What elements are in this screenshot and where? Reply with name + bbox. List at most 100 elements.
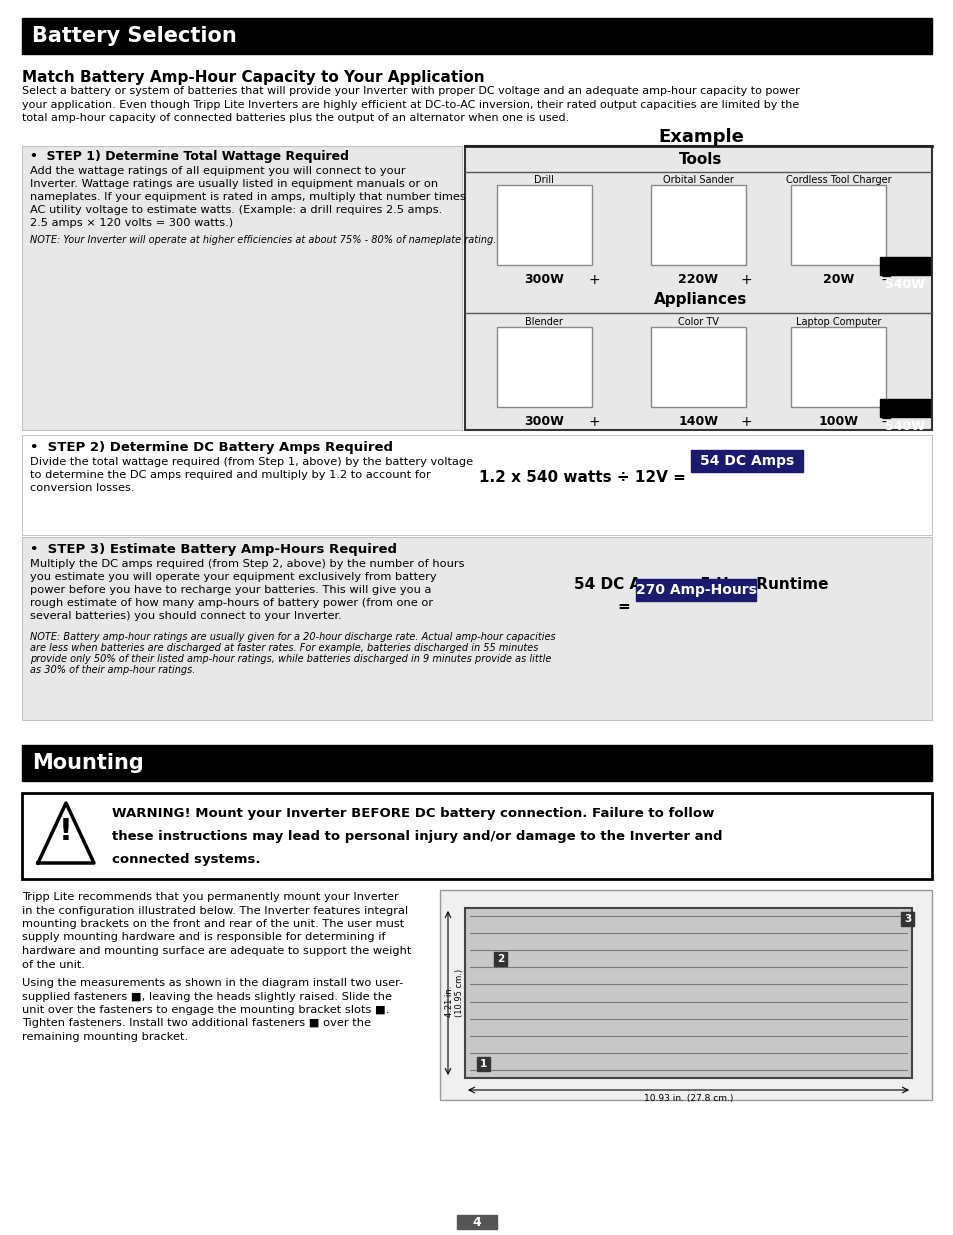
Text: 54 DC Amps × 5 Hrs. Runtime: 54 DC Amps × 5 Hrs. Runtime <box>573 577 827 592</box>
Text: connected systems.: connected systems. <box>112 853 260 866</box>
Text: hardware and mounting surface are adequate to support the weight: hardware and mounting surface are adequa… <box>22 946 411 956</box>
Text: supply mounting hardware and is responsible for determining if: supply mounting hardware and is responsi… <box>22 932 385 942</box>
Text: Tools: Tools <box>679 152 722 167</box>
Bar <box>900 911 913 926</box>
Text: NOTE: Your Inverter will operate at higher efficiencies at about 75% - 80% of na: NOTE: Your Inverter will operate at high… <box>30 235 496 245</box>
Polygon shape <box>38 803 94 863</box>
Text: 10.93 in. (27.8 cm.): 10.93 in. (27.8 cm.) <box>643 1094 733 1103</box>
Text: total amp-hour capacity of connected batteries plus the output of an alternator : total amp-hour capacity of connected bat… <box>22 112 569 124</box>
Text: Laptop Computer: Laptop Computer <box>795 317 881 327</box>
Bar <box>690 450 802 472</box>
Text: 1.2 x 540 watts ÷ 12V =: 1.2 x 540 watts ÷ 12V = <box>478 471 690 485</box>
Text: Appliances: Appliances <box>654 291 747 308</box>
Text: Example: Example <box>658 128 743 146</box>
Bar <box>439 890 931 1100</box>
Text: to determine the DC amps required and multiply by 1.2 to account for: to determine the DC amps required and mu… <box>30 471 431 480</box>
Text: Color TV: Color TV <box>678 317 719 327</box>
Text: Tripp Lite recommends that you permanently mount your Inverter: Tripp Lite recommends that you permanent… <box>22 892 398 902</box>
Bar <box>464 908 911 1078</box>
Text: Tighten fasteners. Install two additional fasteners ■ over the: Tighten fasteners. Install two additiona… <box>22 1019 371 1029</box>
Text: of the unit.: of the unit. <box>22 960 85 969</box>
Text: remaining mounting bracket.: remaining mounting bracket. <box>22 1032 188 1042</box>
Bar <box>494 952 506 966</box>
Text: 2.5 amps × 120 volts = 300 watts.): 2.5 amps × 120 volts = 300 watts.) <box>30 219 233 228</box>
Text: 300W: 300W <box>524 415 564 429</box>
Text: 300W: 300W <box>524 273 564 287</box>
Text: 20W: 20W <box>822 273 853 287</box>
Text: Cordless Tool Charger: Cordless Tool Charger <box>785 175 890 185</box>
Bar <box>497 327 591 408</box>
Text: mounting brackets on the front and rear of the unit. The user must: mounting brackets on the front and rear … <box>22 919 404 929</box>
Text: !: ! <box>59 816 72 846</box>
Text: 270 Amp-Hours: 270 Amp-Hours <box>635 583 756 597</box>
Text: unit over the fasteners to engage the mounting bracket slots ■.: unit over the fasteners to engage the mo… <box>22 1005 389 1015</box>
Text: NOTE: Battery amp-hour ratings are usually given for a 20-hour discharge rate. A: NOTE: Battery amp-hour ratings are usual… <box>30 632 555 642</box>
Text: provide only 50% of their listed amp-hour ratings, while batteries discharged in: provide only 50% of their listed amp-hou… <box>30 655 551 664</box>
Bar <box>22 793 931 879</box>
Bar <box>22 19 931 54</box>
Text: Blender: Blender <box>525 317 562 327</box>
Text: Using the measurements as shown in the diagram install two user-: Using the measurements as shown in the d… <box>22 978 403 988</box>
Bar <box>790 185 885 266</box>
Bar <box>497 185 591 266</box>
Text: 3: 3 <box>902 914 910 924</box>
Text: these instructions may lead to personal injury and/or damage to the Inverter and: these instructions may lead to personal … <box>112 830 721 844</box>
Text: Divide the total wattage required (from Step 1, above) by the battery voltage: Divide the total wattage required (from … <box>30 457 473 467</box>
Bar <box>879 399 929 417</box>
Text: you estimate you will operate your equipment exclusively from battery: you estimate you will operate your equip… <box>30 572 436 582</box>
Text: WARNING! Mount your Inverter BEFORE DC battery connection. Failure to follow: WARNING! Mount your Inverter BEFORE DC b… <box>112 806 714 820</box>
Text: 100W: 100W <box>818 415 858 429</box>
Text: as 30% of their amp-hour ratings.: as 30% of their amp-hour ratings. <box>30 664 195 676</box>
Text: Drill: Drill <box>534 175 554 185</box>
Text: your application. Even though Tripp Lite Inverters are highly efficient at DC-to: your application. Even though Tripp Lite… <box>22 100 799 110</box>
Text: several batteries) you should connect to your Inverter.: several batteries) you should connect to… <box>30 611 341 621</box>
Text: power before you have to recharge your batteries. This will give you a: power before you have to recharge your b… <box>30 585 431 595</box>
Text: 2: 2 <box>497 953 503 965</box>
Text: 540W: 540W <box>884 420 924 432</box>
Text: 4.21 in.
(10.95 cm.): 4.21 in. (10.95 cm.) <box>444 969 464 1018</box>
Bar <box>790 327 885 408</box>
Text: rough estimate of how many amp-hours of battery power (from one or: rough estimate of how many amp-hours of … <box>30 598 433 608</box>
Text: Select a battery or system of batteries that will provide your Inverter with pro: Select a battery or system of batteries … <box>22 86 799 96</box>
Text: Match Battery Amp-Hour Capacity to Your Application: Match Battery Amp-Hour Capacity to Your … <box>22 70 484 85</box>
Text: nameplates. If your equipment is rated in amps, multiply that number times: nameplates. If your equipment is rated i… <box>30 191 465 203</box>
Text: Multiply the DC amps required (from Step 2, above) by the number of hours: Multiply the DC amps required (from Step… <box>30 559 464 569</box>
Text: •  STEP 3) Estimate Battery Amp-Hours Required: • STEP 3) Estimate Battery Amp-Hours Req… <box>30 543 396 556</box>
Text: Orbital Sander: Orbital Sander <box>662 175 733 185</box>
Bar <box>650 327 745 408</box>
Bar <box>456 1215 497 1229</box>
Text: 4: 4 <box>472 1215 481 1229</box>
Text: 220W: 220W <box>678 273 718 287</box>
Text: are less when batteries are discharged at faster rates. For example, batteries d: are less when batteries are discharged a… <box>30 643 537 653</box>
Bar <box>464 146 931 430</box>
Text: in the configuration illustrated below. The Inverter features integral: in the configuration illustrated below. … <box>22 905 408 915</box>
Bar <box>636 579 755 601</box>
Bar <box>476 1057 490 1071</box>
Text: =: = <box>880 415 891 429</box>
Bar <box>22 435 931 535</box>
Text: +: + <box>588 415 599 429</box>
Text: =: = <box>618 599 636 614</box>
Text: 140W: 140W <box>678 415 718 429</box>
Bar <box>22 537 931 720</box>
Text: AC utility voltage to estimate watts. (Example: a drill requires 2.5 amps.: AC utility voltage to estimate watts. (E… <box>30 205 442 215</box>
Bar <box>22 146 461 430</box>
Bar <box>650 185 745 266</box>
Text: conversion losses.: conversion losses. <box>30 483 134 493</box>
Text: 54 DC Amps: 54 DC Amps <box>700 454 793 468</box>
Text: +: + <box>740 415 752 429</box>
Text: =: = <box>880 273 891 287</box>
Text: •  STEP 2) Determine DC Battery Amps Required: • STEP 2) Determine DC Battery Amps Requ… <box>30 441 393 454</box>
Bar <box>22 745 931 781</box>
Text: Mounting: Mounting <box>32 753 144 773</box>
Text: +: + <box>588 273 599 287</box>
Bar <box>879 257 929 275</box>
Text: Inverter. Wattage ratings are usually listed in equipment manuals or on: Inverter. Wattage ratings are usually li… <box>30 179 437 189</box>
Text: Battery Selection: Battery Selection <box>32 26 236 46</box>
Text: 1: 1 <box>479 1058 487 1070</box>
Text: 540W: 540W <box>884 278 924 290</box>
Text: Add the wattage ratings of all equipment you will connect to your: Add the wattage ratings of all equipment… <box>30 165 405 177</box>
Text: +: + <box>740 273 752 287</box>
Text: •  STEP 1) Determine Total Wattage Required: • STEP 1) Determine Total Wattage Requir… <box>30 149 349 163</box>
Text: supplied fasteners ■, leaving the heads slightly raised. Slide the: supplied fasteners ■, leaving the heads … <box>22 992 392 1002</box>
